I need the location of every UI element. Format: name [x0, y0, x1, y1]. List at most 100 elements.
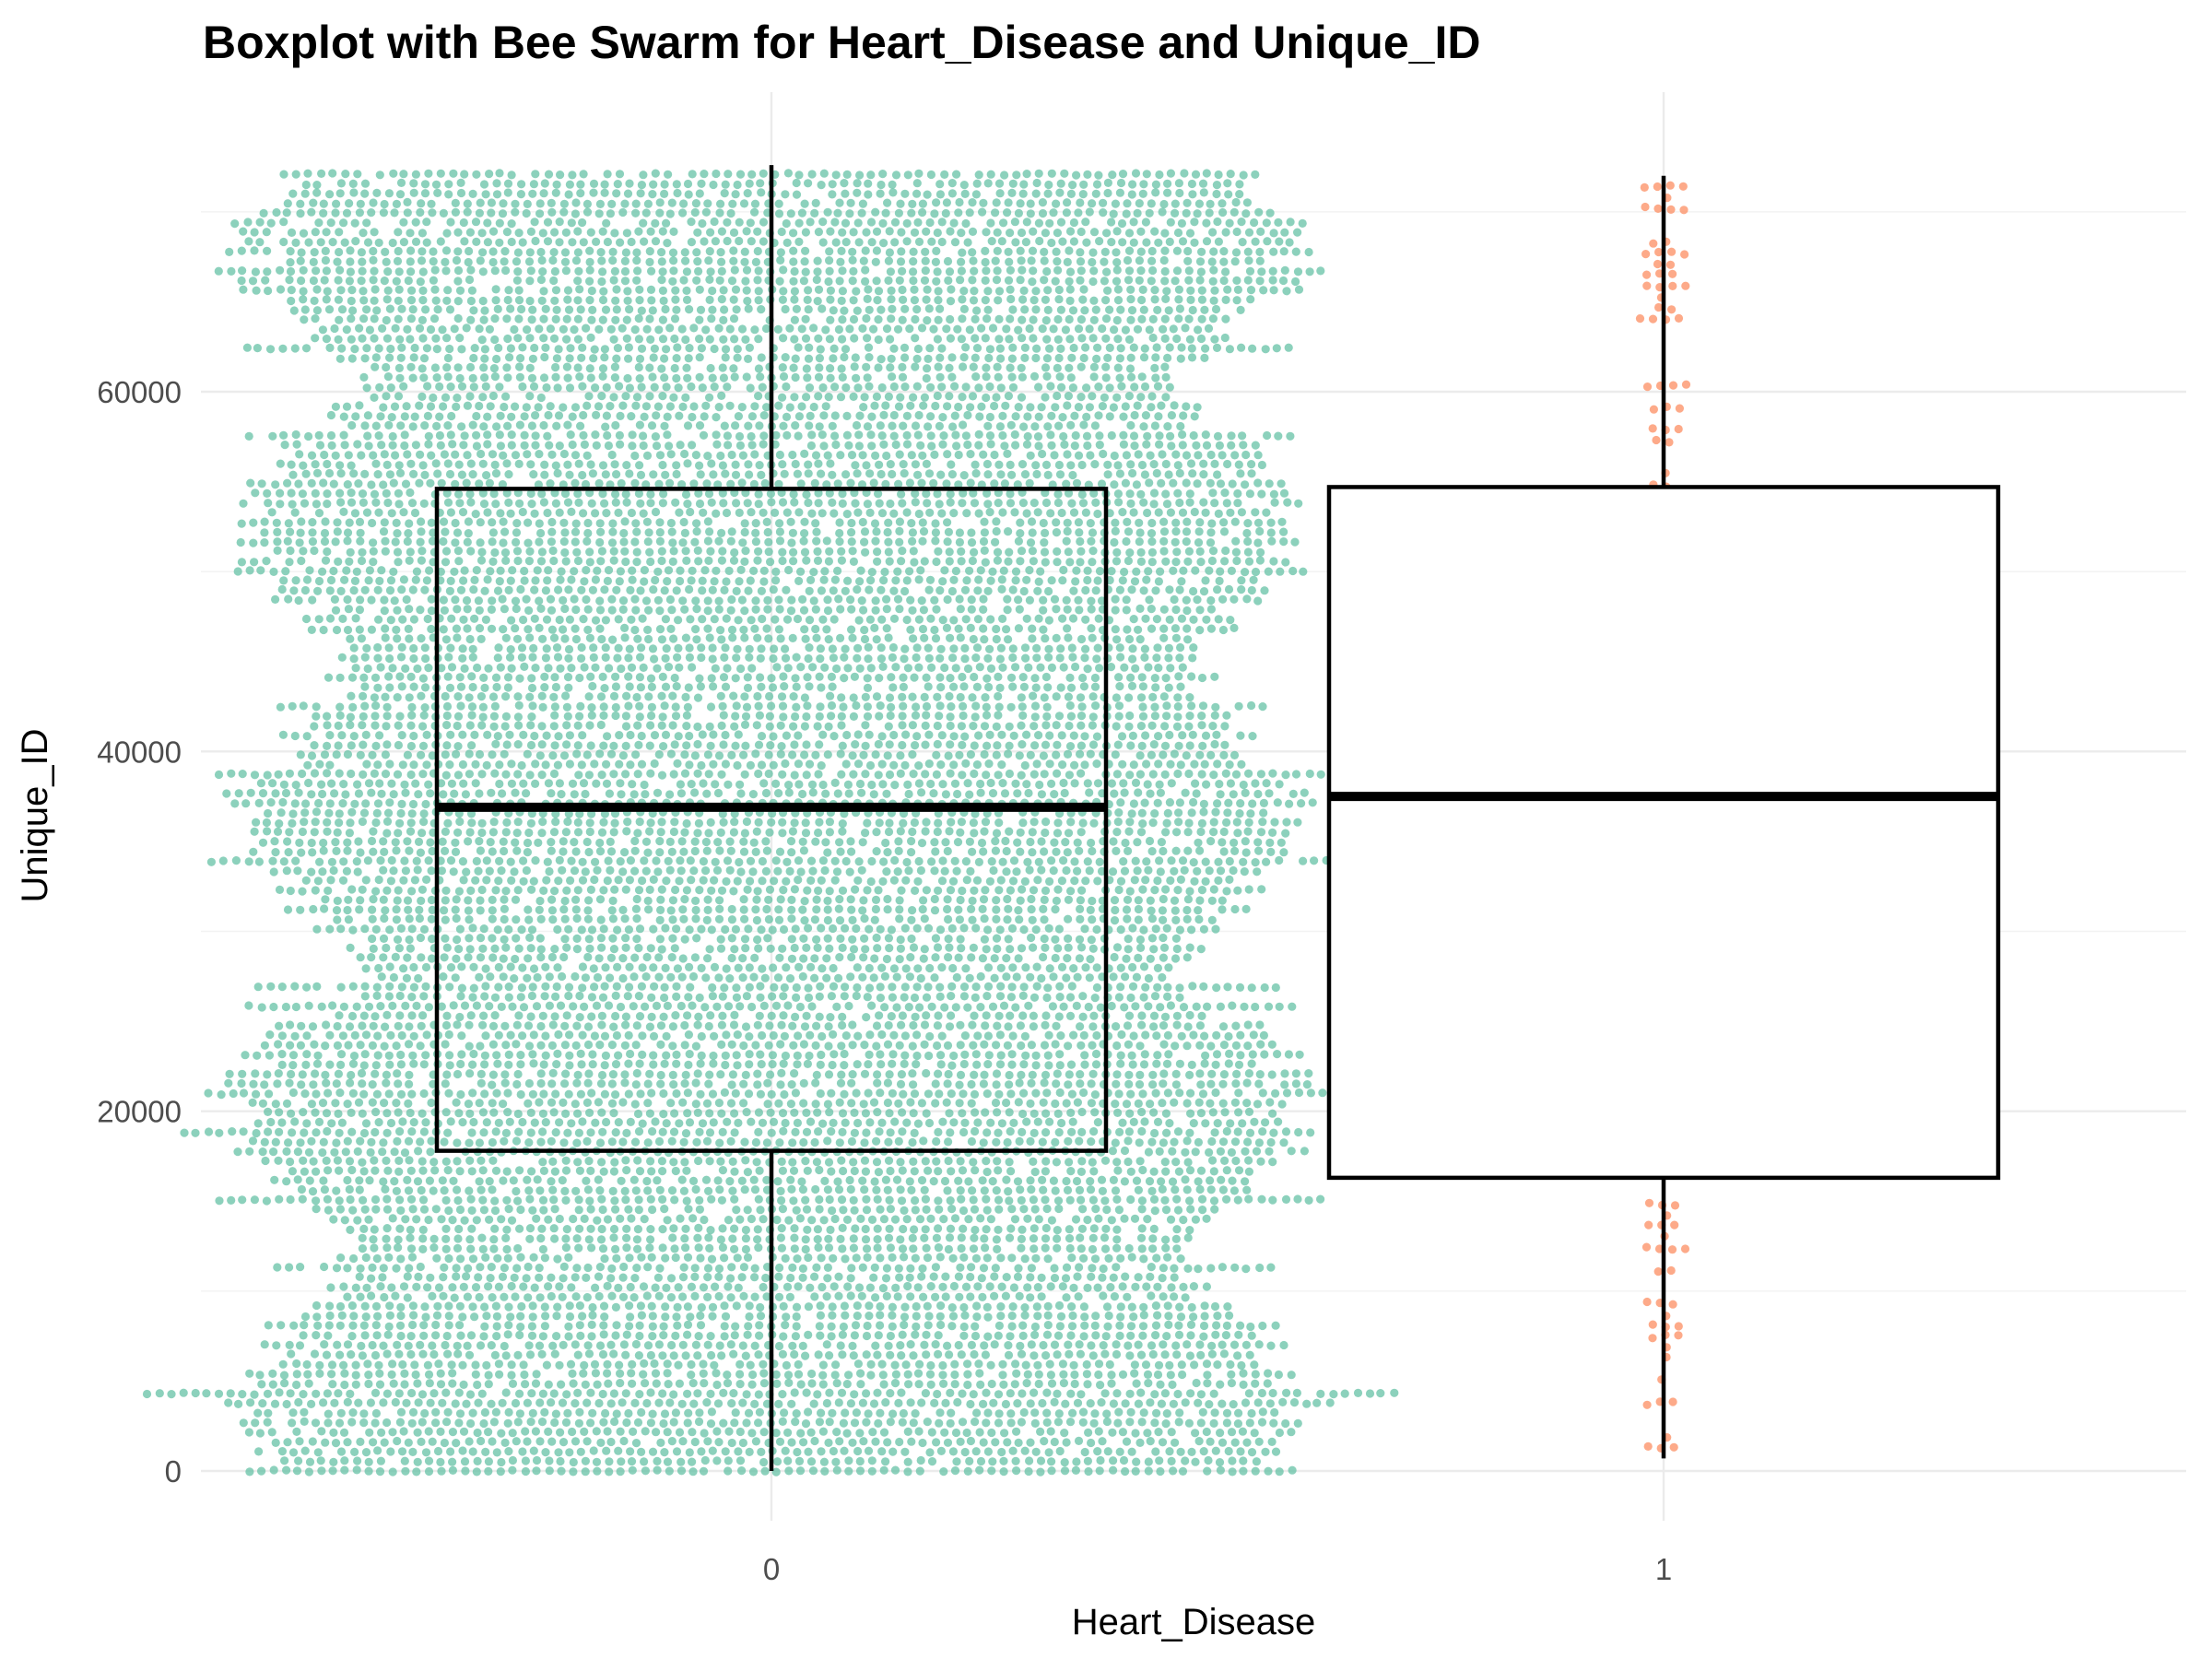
- swarm-point: [660, 1409, 670, 1418]
- swarm-point: [794, 1456, 805, 1465]
- swarm-point: [1019, 925, 1029, 935]
- swarm-point: [406, 944, 415, 953]
- swarm-point: [1171, 934, 1181, 943]
- swarm-point: [1306, 1128, 1315, 1137]
- swarm-point: [963, 1370, 972, 1379]
- swarm-point: [792, 993, 801, 1002]
- swarm-point: [413, 1379, 422, 1388]
- swarm-point: [669, 1390, 678, 1399]
- swarm-point: [996, 1051, 1006, 1060]
- swarm-point: [1123, 1292, 1132, 1301]
- swarm-point: [735, 1380, 745, 1389]
- swarm-point: [625, 962, 634, 971]
- swarm-point: [408, 1301, 418, 1311]
- swarm-point: [502, 1225, 512, 1234]
- swarm-point: [547, 1098, 557, 1107]
- swarm-point: [408, 1407, 418, 1417]
- swarm-point: [735, 1359, 745, 1369]
- swarm-point: [959, 1059, 969, 1069]
- swarm-point: [1112, 1194, 1122, 1204]
- swarm-point: [907, 1185, 916, 1194]
- swarm-point: [524, 915, 534, 924]
- swarm-point: [1170, 1137, 1179, 1147]
- swarm-point: [1159, 1021, 1169, 1030]
- swarm-point: [992, 905, 1001, 914]
- swarm-point: [638, 963, 647, 972]
- swarm-point: [771, 1429, 781, 1438]
- swarm-point: [451, 1399, 460, 1408]
- swarm-point: [1082, 1359, 1091, 1370]
- swarm-point: [1225, 1311, 1234, 1320]
- swarm-point: [1036, 1456, 1046, 1465]
- swarm-point: [1135, 1157, 1145, 1166]
- swarm-point: [1256, 1157, 1265, 1166]
- swarm-point: [889, 876, 900, 885]
- swarm-point: [982, 1011, 991, 1020]
- swarm-point: [515, 1389, 524, 1398]
- swarm-point: [1125, 1389, 1135, 1398]
- swarm-point: [515, 1224, 524, 1233]
- swarm-point: [969, 1195, 978, 1205]
- swarm-point: [479, 1332, 488, 1341]
- swarm-point: [668, 1070, 677, 1079]
- swarm-point: [1161, 1109, 1171, 1118]
- swarm-point: [1104, 1311, 1113, 1321]
- swarm-point: [441, 1224, 451, 1233]
- swarm-point: [734, 963, 743, 972]
- swarm-point: [863, 1321, 872, 1331]
- swarm-point: [622, 1243, 631, 1253]
- swarm-point: [1282, 1388, 1291, 1397]
- swarm-point: [1082, 1370, 1091, 1379]
- swarm-point: [992, 934, 1002, 943]
- swarm-point: [552, 1060, 561, 1069]
- swarm-point: [556, 1428, 565, 1437]
- swarm-point: [1340, 1389, 1349, 1398]
- swarm-point: [339, 1360, 348, 1370]
- swarm-point: [581, 973, 591, 982]
- swarm-point: [503, 1088, 512, 1098]
- swarm-point: [250, 1195, 259, 1205]
- swarm-point: [422, 1030, 431, 1040]
- swarm-point: [532, 1370, 541, 1379]
- swarm-point: [551, 1089, 560, 1099]
- swarm-point: [794, 1370, 804, 1379]
- swarm-point: [1221, 1331, 1230, 1340]
- swarm-point: [395, 1127, 405, 1136]
- swarm-point: [403, 896, 413, 905]
- swarm-point: [371, 1166, 380, 1175]
- swarm-point: [793, 1254, 802, 1264]
- swarm-point: [477, 1069, 486, 1078]
- swarm-point: [457, 962, 466, 971]
- swarm-point: [685, 1448, 694, 1457]
- swarm-point: [1027, 905, 1036, 914]
- swarm-point: [382, 1070, 391, 1079]
- swarm-point: [499, 1100, 508, 1109]
- swarm-point: [896, 1235, 905, 1244]
- swarm-point: [862, 1418, 871, 1427]
- swarm-point: [793, 1447, 802, 1457]
- swarm-point: [265, 1089, 274, 1099]
- swarm-point: [703, 1437, 712, 1446]
- swarm-point: [940, 866, 949, 876]
- swarm-point: [767, 1128, 776, 1137]
- swarm-point: [955, 1099, 964, 1108]
- swarm-point: [852, 1408, 862, 1418]
- swarm-point: [654, 1398, 664, 1407]
- swarm-point: [859, 1437, 868, 1446]
- swarm-point: [1186, 1331, 1195, 1340]
- swarm-point: [521, 1466, 531, 1477]
- swarm-point: [367, 953, 376, 962]
- swarm-point: [910, 1128, 919, 1137]
- swarm-point: [612, 982, 621, 991]
- swarm-point: [947, 1089, 956, 1099]
- swarm-point: [288, 1408, 298, 1418]
- swarm-point: [727, 934, 736, 943]
- swarm-point: [590, 1359, 600, 1369]
- swarm-point: [947, 1205, 957, 1214]
- swarm-point: [363, 1359, 372, 1369]
- swarm-point: [779, 1126, 788, 1135]
- swarm-point: [567, 1119, 576, 1128]
- swarm-point: [1264, 1369, 1273, 1378]
- swarm-point: [437, 1002, 446, 1011]
- swarm-point: [326, 1283, 335, 1292]
